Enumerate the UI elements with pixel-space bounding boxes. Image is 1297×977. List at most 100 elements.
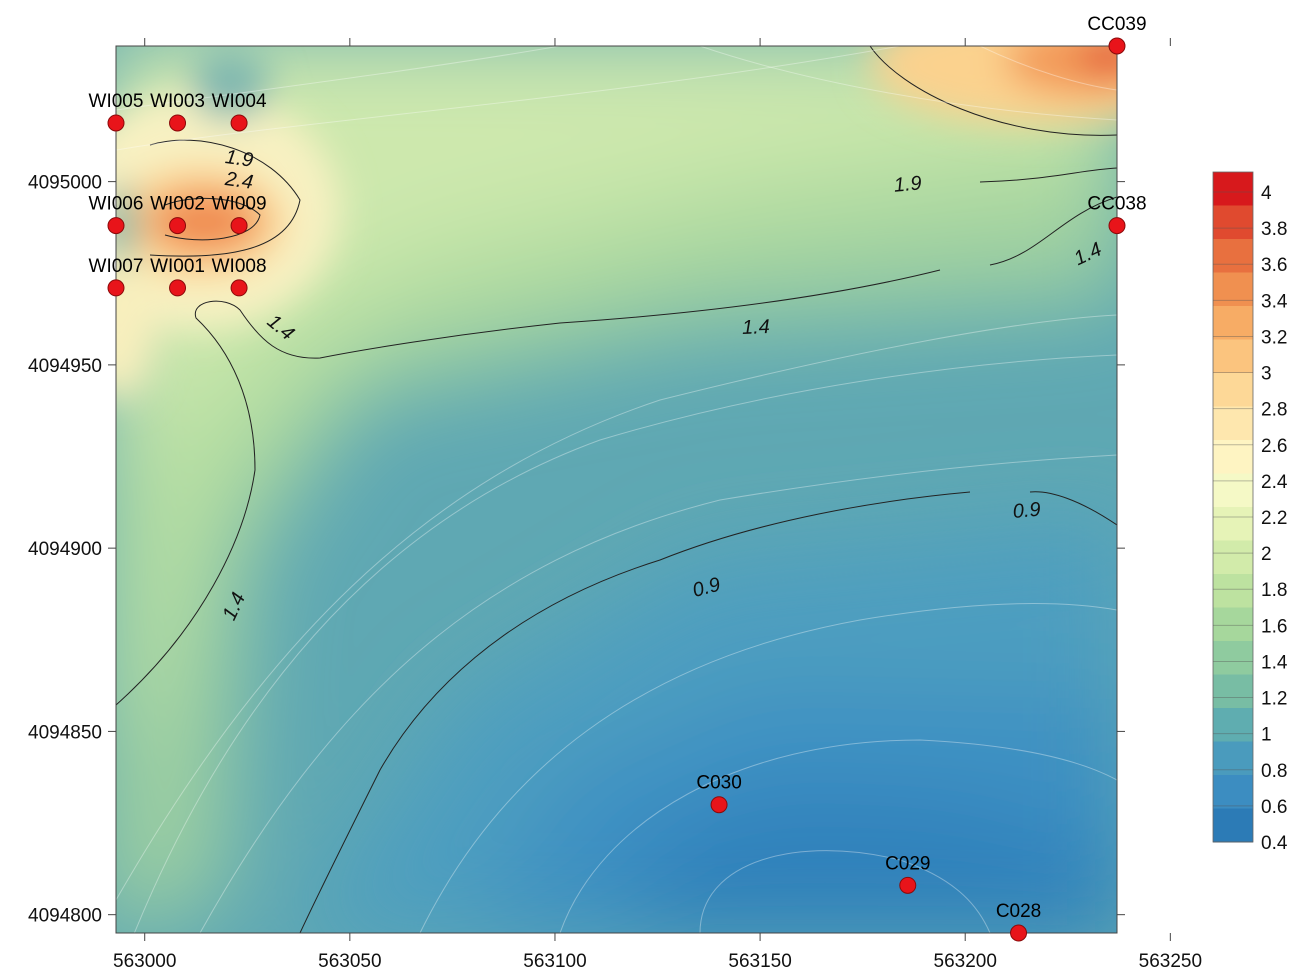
colorbar-label: 0.8 <box>1261 761 1287 782</box>
colorbar-swatch <box>1213 205 1253 240</box>
y-tick-label: 4094900 <box>28 539 102 560</box>
well-point[interactable] <box>1010 924 1028 942</box>
colorbar-label: 3 <box>1261 364 1272 385</box>
colorbar-label: 2 <box>1261 544 1272 565</box>
well-point[interactable] <box>710 796 728 814</box>
contour-1-4-right <box>989 196 1117 266</box>
well-label: WI004 <box>212 91 267 112</box>
colorbar-swatch <box>1213 172 1253 206</box>
colorbar-swatch <box>1213 406 1253 441</box>
contour-1-9-inner <box>149 139 301 257</box>
contour-label: 1.9 <box>224 146 255 172</box>
colorbar-swatch <box>1213 473 1253 508</box>
colorbar-swatch <box>1213 708 1253 742</box>
y-tick-label: 4094950 <box>28 356 102 377</box>
well-label: WI001 <box>150 256 205 277</box>
well-markers: WI005 WI003 WI004 WI006 WI002 WI009 WI007 WI001… <box>89 14 1147 942</box>
y-tick-label: 4095000 <box>28 173 102 194</box>
well-label: WI008 <box>212 256 267 277</box>
well-point[interactable] <box>230 217 248 235</box>
well-point[interactable] <box>1108 217 1126 235</box>
color-hotspots <box>116 46 1117 400</box>
colorbar-label: 3.6 <box>1261 255 1287 276</box>
x-tick-label: 563050 <box>318 951 381 972</box>
colorbar-swatch <box>1213 272 1253 307</box>
well-point[interactable] <box>230 279 248 297</box>
well-point[interactable] <box>899 876 917 894</box>
colorbar-label: 1.2 <box>1261 689 1287 710</box>
plot-frame <box>115 45 1118 934</box>
well-point[interactable] <box>169 279 187 297</box>
well-label: WI003 <box>150 91 205 112</box>
colorbar-label: 2.2 <box>1261 508 1287 529</box>
colorbar-label: 2.6 <box>1261 436 1287 457</box>
colorbar-swatch <box>1213 440 1253 474</box>
contour-label: 0.9 <box>1012 499 1042 523</box>
colorbar: 4 3.8 3.6 3.4 3.2 3 2.8 2.6 2.4 2.2 2 1.8 1.6 1.4 1.2 1… <box>1212 171 1288 854</box>
colorbar-label: 3.4 <box>1261 291 1288 312</box>
x-tick-label: 563150 <box>728 951 791 972</box>
well-label: WI002 <box>150 194 205 215</box>
contour-label: 1.4 <box>742 316 771 339</box>
well-point[interactable] <box>107 114 125 132</box>
colorbar-label: 1 <box>1261 725 1272 746</box>
contour-1-9-right <box>979 167 1117 183</box>
well-point[interactable] <box>230 114 248 132</box>
colorbar-label: 0.6 <box>1261 797 1287 818</box>
x-tick-label: 563000 <box>113 951 176 972</box>
well-label: WI007 <box>89 256 144 277</box>
well-label: C030 <box>696 773 741 794</box>
y-tick-label: 4094850 <box>28 722 102 743</box>
contour-lines <box>116 46 1117 933</box>
well-point[interactable] <box>107 217 125 235</box>
y-tick-label: 4094800 <box>28 906 102 927</box>
colorbar-swatch <box>1213 540 1253 575</box>
well-label: C029 <box>885 853 930 874</box>
colorbar-swatch <box>1213 373 1253 407</box>
colorbar-label: 3.8 <box>1261 219 1287 240</box>
colorbar-label: 1.4 <box>1261 652 1288 673</box>
x-tick-label: 563100 <box>523 951 586 972</box>
colorbar-swatch <box>1213 239 1253 273</box>
contour-1-9-upper <box>869 46 1117 136</box>
contour-0-9-main <box>299 491 971 933</box>
contour-2-4-inner <box>164 198 261 241</box>
colorbar-swatch <box>1213 306 1253 340</box>
well-point[interactable] <box>107 279 125 297</box>
contour-label: 1.9 <box>893 172 923 196</box>
well-label: C028 <box>996 901 1041 922</box>
colorbar-swatch <box>1213 775 1253 809</box>
well-label: CC039 <box>1087 14 1146 35</box>
plot-area <box>116 46 1117 933</box>
y-axis: 4094800 4094850 4094900 4094950 4095000 <box>28 173 1125 927</box>
x-tick-label: 563250 <box>1139 951 1202 972</box>
well-label: CC038 <box>1087 194 1146 215</box>
color-field <box>116 46 1117 933</box>
well-label: WI006 <box>89 194 144 215</box>
colorbar-swatch <box>1213 607 1253 642</box>
well-point[interactable] <box>169 217 187 235</box>
contour-0-9-right <box>1029 491 1117 526</box>
colorbar-swatch <box>1213 641 1253 675</box>
colorbar-swatch <box>1213 507 1253 541</box>
x-tick-label: 563200 <box>934 951 997 972</box>
colorbar-swatch <box>1213 808 1253 843</box>
colorbar-label: 0.4 <box>1261 833 1288 854</box>
colorbar-swatch <box>1213 574 1253 608</box>
contour-thin-lines <box>116 46 1117 933</box>
colorbar-label: 3.2 <box>1261 327 1287 348</box>
colorbar-frame <box>1212 171 1254 843</box>
colorbar-swatch <box>1213 741 1253 776</box>
well-label: WI005 <box>89 91 144 112</box>
contour-label: 2.4 <box>223 168 255 194</box>
colorbar-swatch <box>1213 674 1253 709</box>
colorbar-label: 2.8 <box>1261 400 1287 421</box>
well-point[interactable] <box>169 114 187 132</box>
well-label: WI009 <box>212 194 267 215</box>
colorbar-label: 4 <box>1261 183 1272 204</box>
colorbar-swatch <box>1213 339 1253 374</box>
colorbar-label: 1.6 <box>1261 616 1287 637</box>
contour-1-4-mid <box>116 269 941 706</box>
well-point[interactable] <box>1108 37 1126 55</box>
